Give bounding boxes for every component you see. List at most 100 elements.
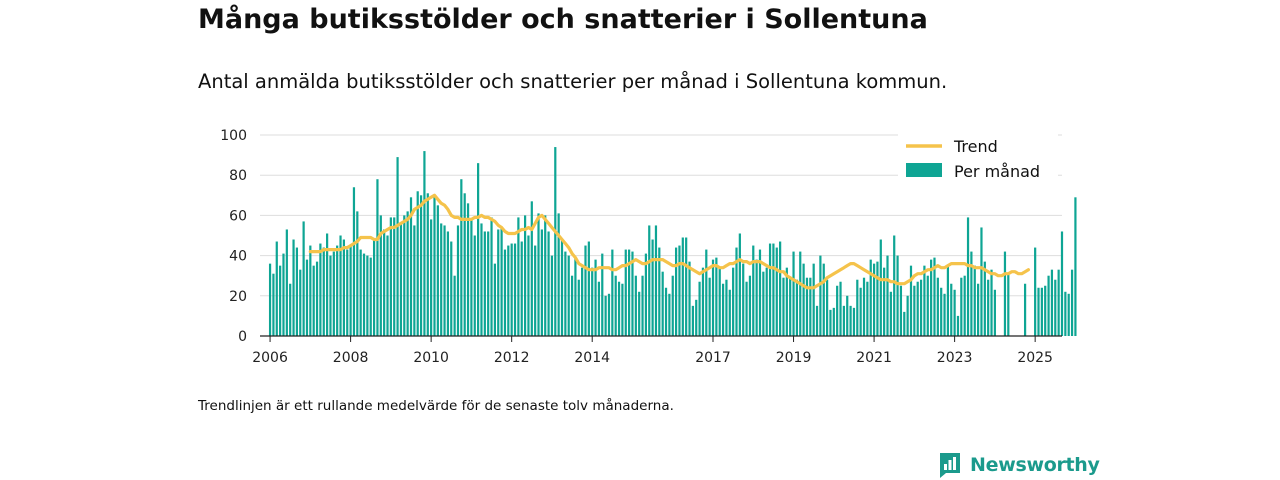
bar [936, 277, 939, 336]
bar [718, 267, 721, 336]
bar [366, 255, 369, 336]
x-tick-label: 2021 [856, 350, 892, 366]
bar [463, 193, 466, 336]
bar [369, 257, 372, 336]
x-tick-label: 2012 [494, 350, 530, 366]
newsworthy-logo-text: Newsworthy [970, 454, 1100, 476]
bar [352, 187, 356, 336]
bar [926, 275, 929, 336]
bar [282, 253, 285, 336]
bar [705, 249, 708, 336]
bar [359, 249, 362, 336]
bar [426, 193, 429, 336]
bar [544, 215, 547, 336]
bar [980, 227, 983, 336]
bar [970, 251, 973, 336]
bar [792, 251, 795, 336]
bar [836, 285, 839, 336]
bar [909, 265, 913, 336]
bar [621, 283, 624, 336]
bar [839, 281, 842, 336]
bar [919, 279, 923, 336]
bar [628, 249, 631, 336]
y-tick-label: 40 [229, 249, 247, 265]
bar [779, 241, 782, 336]
bar [678, 245, 681, 336]
x-tick-label: 2017 [695, 350, 731, 366]
bar [440, 223, 443, 336]
bar [372, 239, 376, 336]
bar [856, 279, 859, 336]
bar [527, 235, 530, 336]
x-tick-label: 2010 [413, 350, 449, 366]
bar [789, 277, 792, 336]
bar [450, 241, 453, 336]
bar [1067, 293, 1070, 336]
bar [745, 281, 748, 336]
bar [416, 191, 419, 336]
bar [554, 147, 557, 336]
bar [322, 247, 325, 336]
bar [500, 227, 503, 336]
bar [453, 275, 456, 336]
bar [268, 263, 272, 336]
bar [295, 247, 299, 336]
bar [809, 277, 812, 336]
bar [292, 239, 295, 336]
bar [349, 245, 352, 336]
bar [550, 255, 554, 336]
bar [272, 273, 275, 336]
chart-subtitle: Antal anmälda butiksstölder och snatteri… [198, 70, 948, 93]
bar [326, 233, 329, 336]
bar [946, 265, 950, 336]
bar [933, 257, 936, 336]
bar [721, 283, 725, 336]
x-axis: 2006 2008 2010 2012 2014 2017 2019 2021 2023 2025 [252, 335, 1062, 366]
bar [768, 243, 772, 336]
y-tick-label: 80 [229, 168, 247, 184]
bar [329, 255, 332, 336]
bar [312, 265, 315, 336]
newsworthy-logo[interactable]: Newsworthy [938, 450, 1100, 480]
bar [473, 235, 476, 336]
bar [738, 233, 741, 336]
bar [765, 267, 768, 336]
bar [1050, 269, 1054, 336]
bar [443, 225, 446, 336]
bar-series [268, 147, 1077, 336]
bar [517, 217, 520, 336]
bar [560, 239, 564, 336]
bar [698, 281, 701, 336]
bar [993, 289, 996, 336]
x-tick-label: 2014 [574, 350, 610, 366]
bar [772, 243, 775, 336]
bar [466, 203, 470, 336]
bar [799, 251, 802, 336]
bar [396, 157, 399, 336]
bar [846, 295, 849, 336]
bar [537, 213, 540, 336]
bar [638, 291, 641, 336]
bar [973, 265, 976, 336]
bar [332, 251, 335, 336]
bar [795, 279, 799, 336]
bar [305, 259, 309, 336]
bar [530, 201, 533, 336]
bar [708, 277, 711, 336]
bar [594, 259, 597, 336]
bar [279, 265, 282, 336]
bar [802, 263, 805, 336]
bar [547, 231, 550, 336]
bar [460, 179, 463, 336]
bar [852, 307, 856, 336]
bar [879, 239, 882, 336]
bar [987, 279, 990, 336]
bar [1047, 275, 1050, 336]
bar [829, 309, 832, 336]
bar [409, 197, 413, 336]
bar [503, 249, 507, 336]
bar [812, 263, 815, 336]
bar [393, 217, 396, 336]
bar [624, 249, 627, 336]
bar [916, 281, 919, 336]
